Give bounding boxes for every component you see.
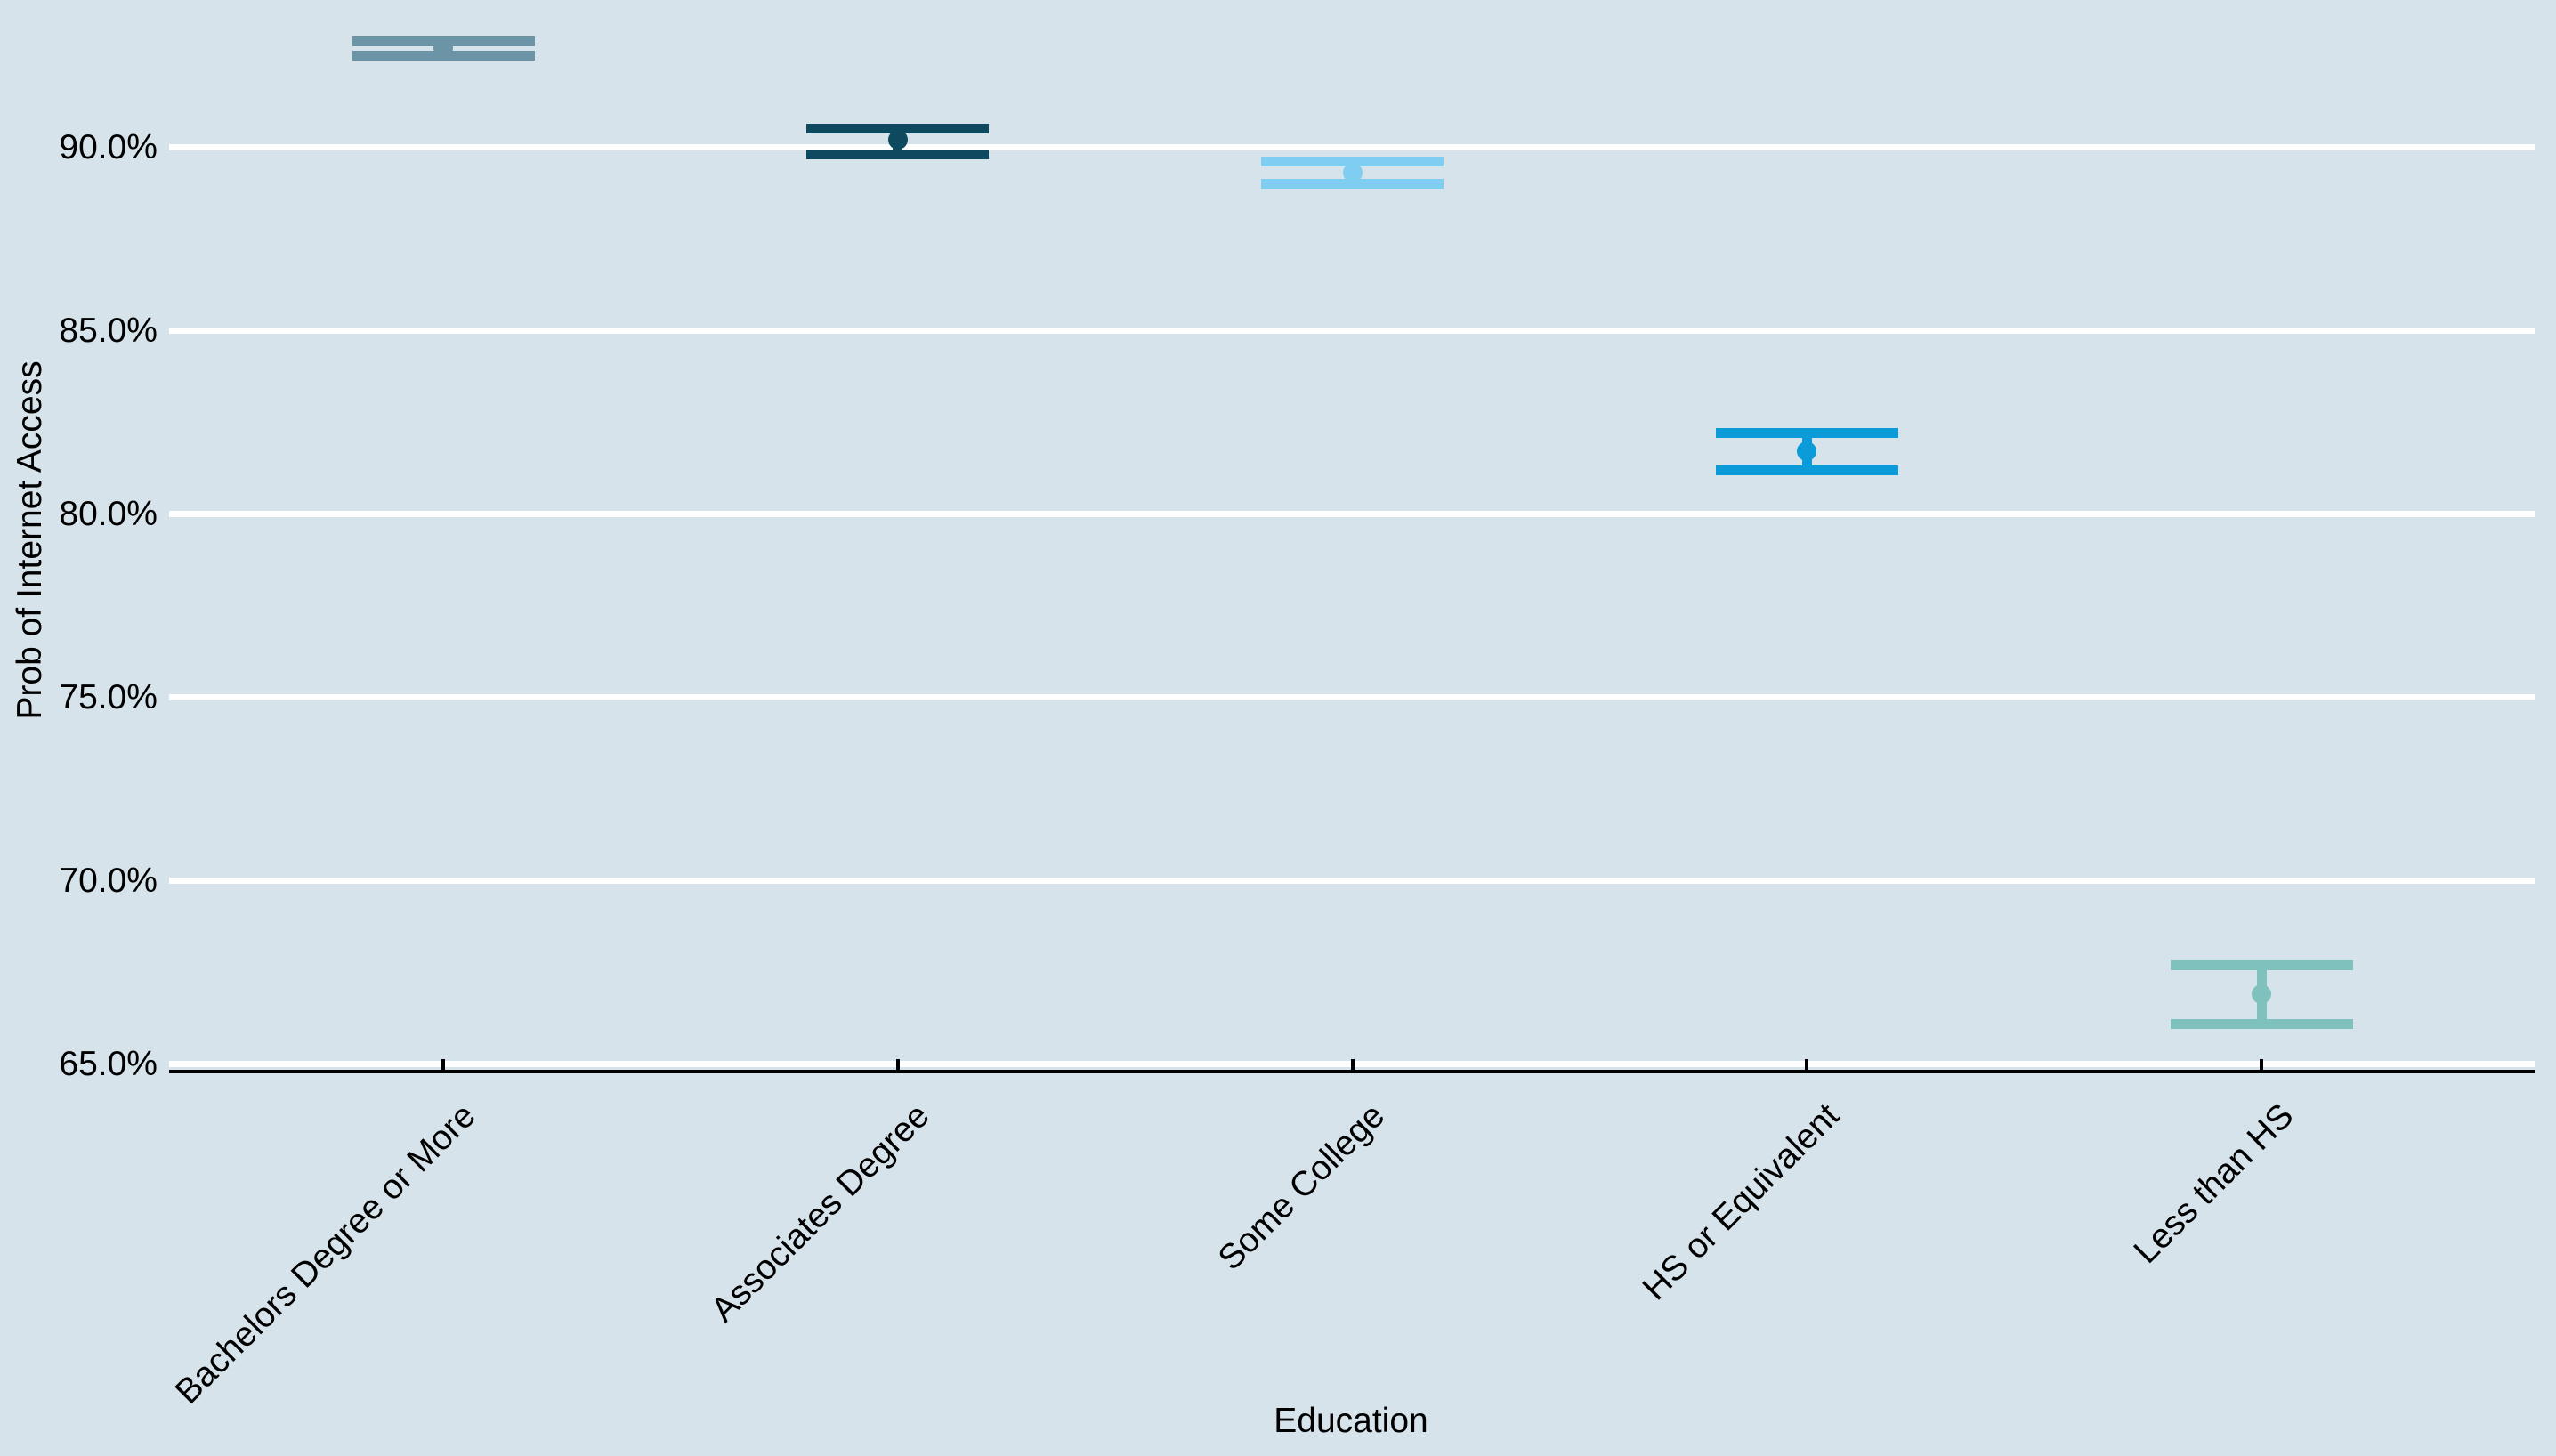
y-tick-label-65: 65.0%	[59, 1044, 158, 1083]
x-tick-label-some-college: Some College	[1210, 1096, 1392, 1278]
x-tick-bachelors-degree-or-more	[441, 1059, 445, 1072]
errorbar-cap-low	[2170, 1018, 2353, 1029]
gridline-75	[169, 694, 2535, 700]
point-estimate-dot	[433, 38, 453, 59]
point-estimate-dot	[1342, 163, 1363, 183]
x-tick-label-less-than-hs: Less than HS	[2126, 1096, 2301, 1271]
errorbar-cap-high	[1715, 428, 1898, 439]
gridline-70	[169, 878, 2535, 884]
errorbar-cap-low	[1715, 465, 1898, 475]
x-tick-associates-degree	[895, 1059, 900, 1072]
gridline-85	[169, 328, 2535, 334]
x-tick-label-bachelors-degree-or-more: Bachelors Degree or More	[167, 1096, 483, 1412]
x-tick-hs-or-equivalent	[1805, 1059, 1809, 1072]
point-estimate-dot	[2252, 984, 2271, 1005]
point-estimate-dot	[1797, 441, 1817, 462]
gridline-80	[169, 511, 2535, 517]
x-tick-less-than-hs	[2260, 1059, 2263, 1072]
errorbar-cap-high	[2170, 959, 2353, 970]
errorbar-cap-low	[1261, 179, 1444, 190]
x-tick-label-associates-degree: Associates Degree	[704, 1096, 938, 1330]
y-axis-title: Prob of Internet Access	[11, 360, 49, 720]
y-tick-label-80: 80.0%	[59, 494, 158, 533]
point-estimate-dot	[887, 130, 908, 150]
x-axis-title: Education	[1274, 1402, 1428, 1440]
x-tick-some-college	[1350, 1059, 1355, 1072]
errorbar-cap-high	[1261, 157, 1444, 167]
x-tick-label-hs-or-equivalent: HS or Equivalent	[1635, 1096, 1847, 1308]
y-tick-label-70: 70.0%	[59, 861, 158, 900]
gridline-90	[169, 144, 2535, 150]
y-tick-label-90: 90.0%	[59, 127, 158, 166]
y-tick-label-85: 85.0%	[59, 311, 158, 350]
errorbar-cap-low	[806, 150, 990, 160]
y-tick-label-75: 75.0%	[59, 677, 158, 716]
errorbar-cap-high	[806, 124, 990, 134]
